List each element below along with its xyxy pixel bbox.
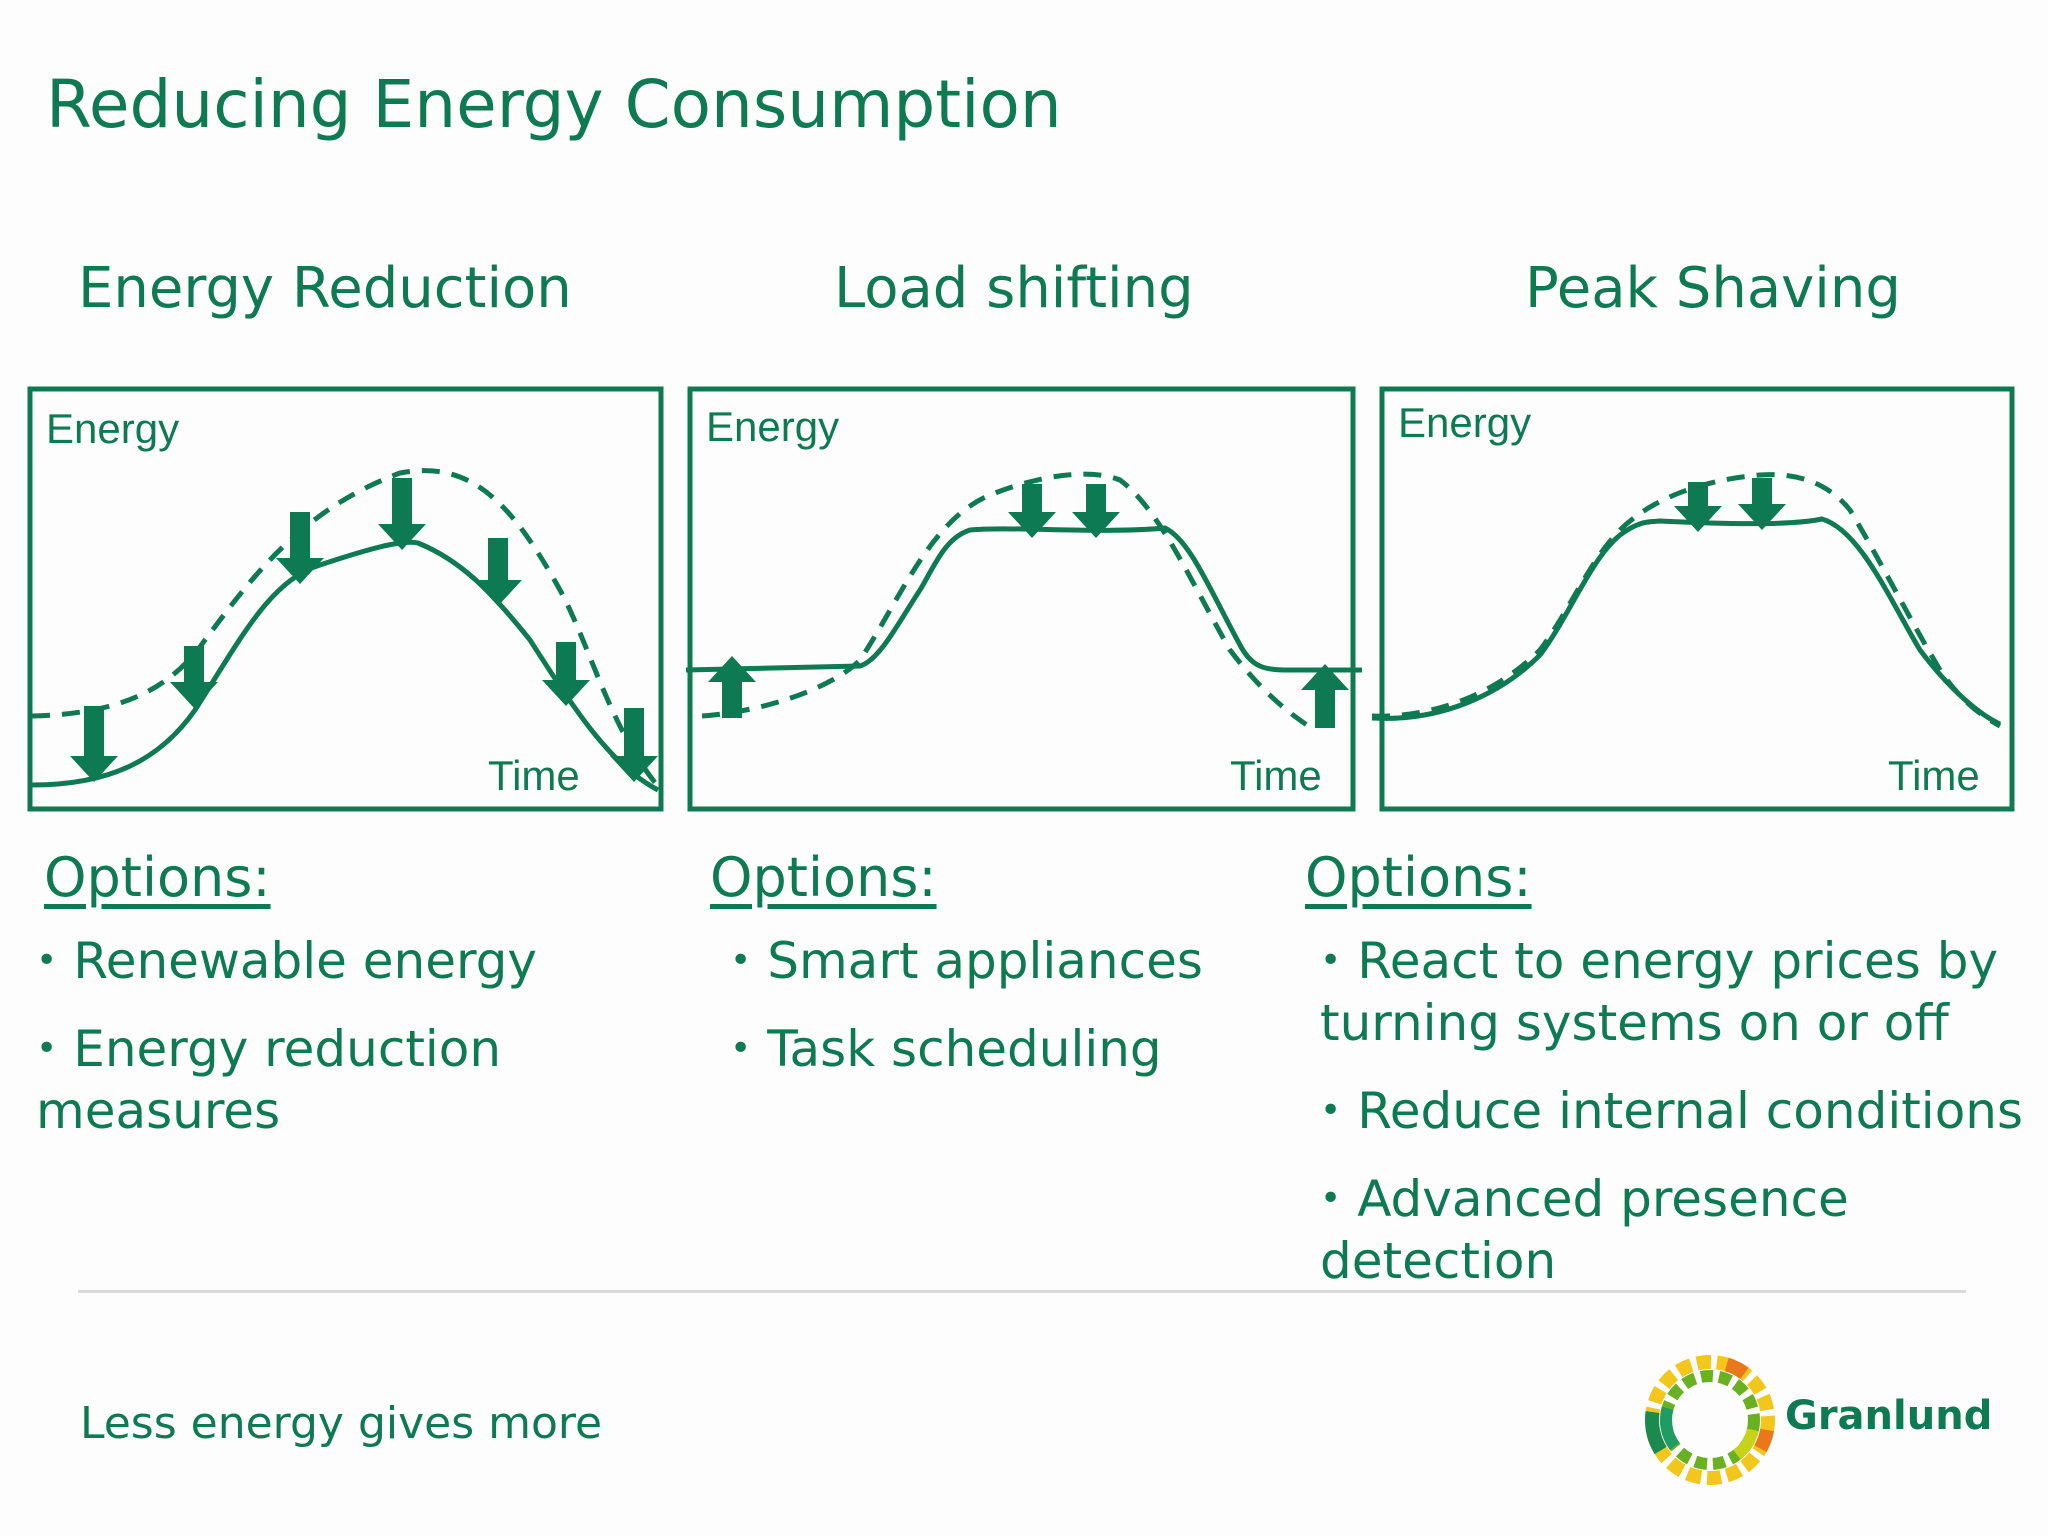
list-item: • Advanced presence detection bbox=[1320, 1170, 1849, 1290]
options-list-energy-reduction: • Renewable energy • Energy reduction meas… bbox=[36, 930, 636, 1142]
y-axis-label: Energy bbox=[46, 405, 179, 452]
diagram-peak-shaving: Energy Time bbox=[1371, 386, 2015, 812]
down-arrow-icon bbox=[70, 706, 118, 782]
granlund-logo-icon bbox=[1645, 1355, 1775, 1485]
list-item: • React to energy prices by turning syste… bbox=[1320, 932, 1999, 1052]
bullet-icon: • bbox=[36, 1028, 58, 1069]
bullet-icon: • bbox=[1320, 1178, 1342, 1219]
x-axis-label: Time bbox=[1230, 752, 1322, 799]
shifting-arrows bbox=[708, 484, 1349, 728]
down-arrow-icon bbox=[378, 478, 426, 550]
page-title: Reducing Energy Consumption bbox=[46, 66, 1062, 143]
baseline-curve-dashed bbox=[31, 468, 661, 792]
options-heading-peak-shaving: Options: bbox=[1305, 846, 1532, 909]
options-heading-energy-reduction: Options: bbox=[44, 846, 271, 909]
baseline-curve-dashed bbox=[701, 471, 1317, 733]
down-arrow-icon bbox=[1072, 484, 1120, 538]
bullet-icon: • bbox=[1320, 1090, 1342, 1131]
y-axis-label: Energy bbox=[1398, 399, 1531, 446]
down-arrow-icon bbox=[542, 642, 590, 706]
down-arrow-icon bbox=[170, 646, 218, 708]
list-item: • Task scheduling bbox=[730, 1020, 1162, 1078]
bullet-icon: • bbox=[36, 940, 58, 981]
reduction-arrows bbox=[70, 478, 658, 782]
diagram-frame bbox=[1379, 386, 2015, 812]
down-arrow-icon bbox=[474, 538, 522, 606]
x-axis-label: Time bbox=[488, 752, 580, 799]
brand-name: Granlund bbox=[1785, 1393, 1993, 1439]
bullet-icon: • bbox=[730, 940, 752, 981]
heading-energy-reduction: Energy Reduction bbox=[78, 256, 572, 321]
down-arrow-icon bbox=[276, 512, 324, 584]
bullet-icon: • bbox=[730, 1028, 752, 1069]
options-heading-load-shifting: Options: bbox=[710, 846, 937, 909]
options-list-peak-shaving: • React to energy prices by turning syste… bbox=[1320, 930, 2040, 1292]
y-axis-label: Energy bbox=[706, 403, 839, 450]
diagram-frame bbox=[687, 386, 1356, 812]
baseline-curve-dashed bbox=[1371, 472, 2002, 729]
shifted-curve bbox=[685, 525, 1362, 673]
bullet-icon: • bbox=[1320, 940, 1342, 981]
list-item: • Energy reduction measures bbox=[36, 1020, 502, 1140]
down-arrow-icon bbox=[1674, 482, 1722, 532]
heading-load-shifting: Load shifting bbox=[834, 256, 1194, 321]
shaved-curve bbox=[1371, 516, 2002, 727]
down-arrow-icon bbox=[1008, 484, 1056, 538]
list-item: • Renewable energy bbox=[36, 932, 537, 990]
x-axis-label: Time bbox=[1888, 752, 1980, 799]
footer-tagline: Less energy gives more bbox=[80, 1398, 603, 1449]
down-arrow-icon bbox=[610, 708, 658, 782]
down-arrow-icon bbox=[1738, 478, 1786, 530]
diagram-energy-reduction: Energy Time bbox=[27, 386, 664, 812]
up-arrow-icon bbox=[1301, 664, 1349, 728]
diagram-frame bbox=[27, 386, 664, 812]
shaving-arrows bbox=[1674, 478, 1786, 532]
footer-divider bbox=[78, 1290, 1966, 1293]
up-arrow-icon bbox=[708, 656, 756, 718]
list-item: • Reduce internal conditions bbox=[1320, 1082, 2024, 1140]
options-list-load-shifting: • Smart appliances • Task scheduling bbox=[730, 930, 1290, 1080]
diagram-load-shifting: Energy Time bbox=[685, 386, 1362, 812]
heading-peak-shaving: Peak Shaving bbox=[1525, 256, 1901, 321]
list-item: • Smart appliances bbox=[730, 932, 1203, 990]
